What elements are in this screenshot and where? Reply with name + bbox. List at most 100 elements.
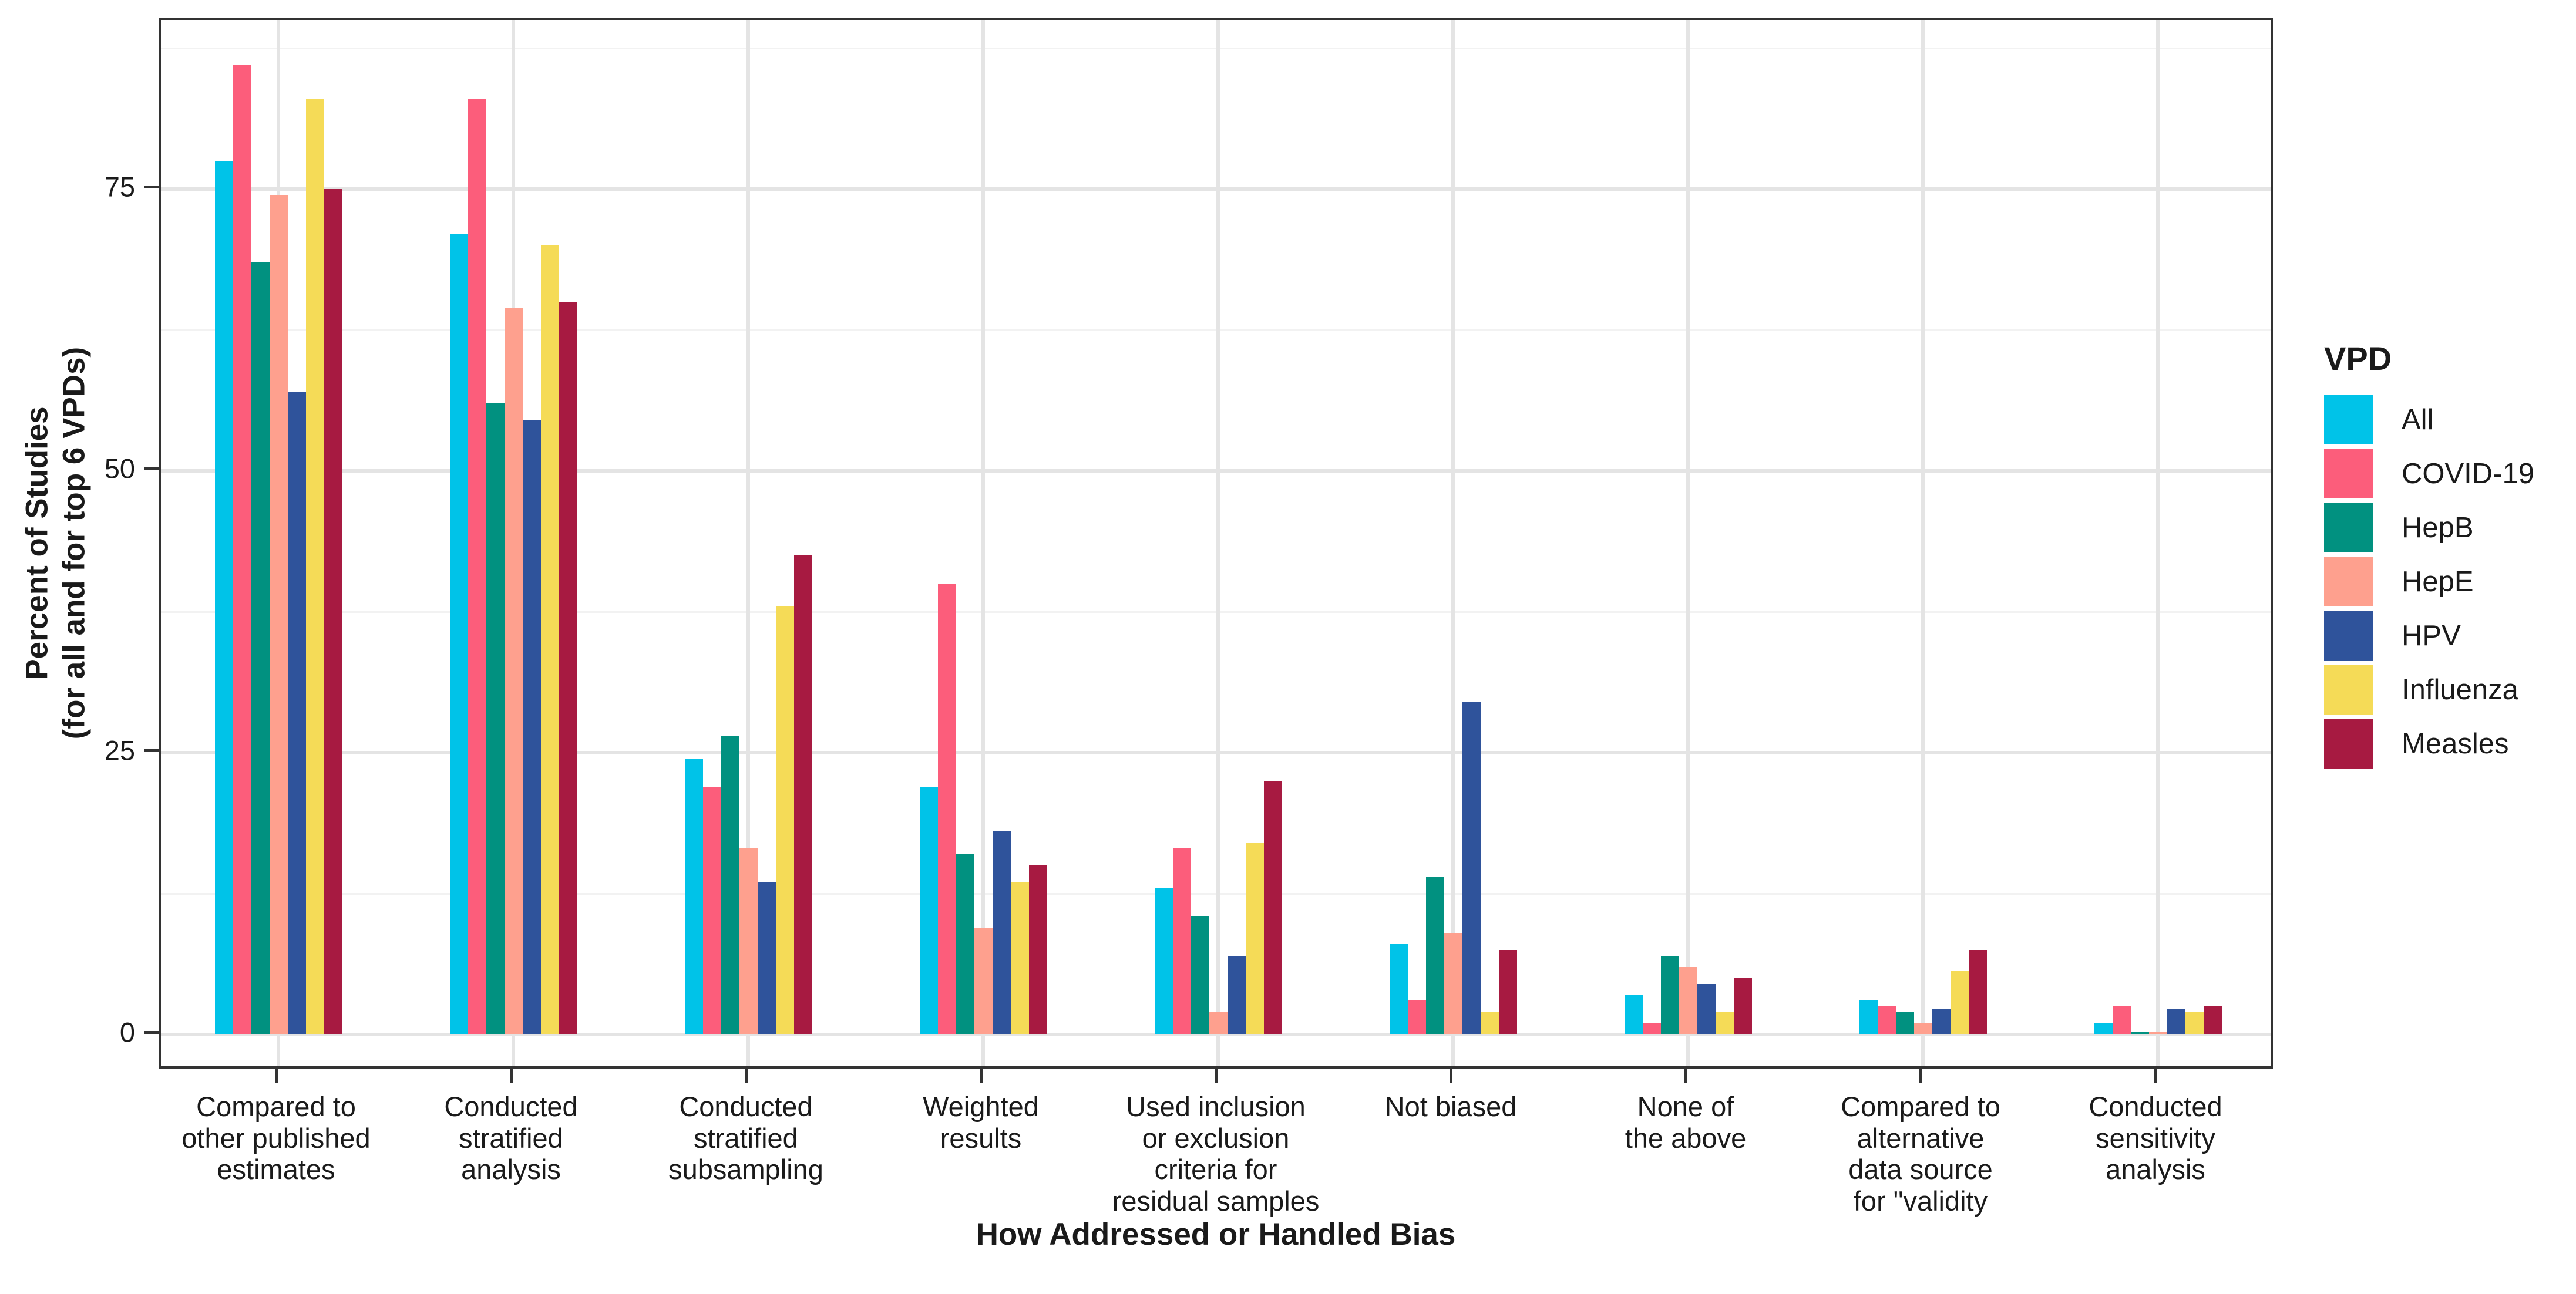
bar-All-cat1 — [450, 234, 468, 1034]
legend-key-COVID-19 — [2324, 449, 2373, 498]
gridline-major-x-2 — [746, 20, 750, 1066]
bar-Measles-cat4 — [1264, 781, 1282, 1034]
bar-HPV-cat7 — [1932, 1009, 1951, 1034]
bar-All-cat6 — [1625, 995, 1643, 1034]
y-axis-title: Percent of Studies (for all and for top 6… — [19, 346, 91, 740]
bar-Measles-cat1 — [559, 302, 577, 1034]
bar-Influenza-cat1 — [541, 245, 559, 1034]
bar-HPV-cat4 — [1228, 956, 1246, 1034]
y-tick-label-75: 75 — [104, 171, 135, 203]
gridline-major-x-7 — [1921, 20, 1925, 1066]
legend-label-Measles: Measles — [2402, 728, 2509, 760]
bar-COVID-19-cat2 — [703, 787, 721, 1034]
bar-Measles-cat0 — [324, 189, 342, 1034]
bar-COVID-19-cat7 — [1878, 1006, 1896, 1034]
bar-COVID-19-cat1 — [468, 99, 486, 1034]
x-tick-8 — [2154, 1069, 2157, 1083]
gridline-major-y-75 — [161, 187, 2271, 191]
legend-label-HPV: HPV — [2402, 620, 2461, 652]
bar-Influenza-cat4 — [1246, 843, 1264, 1034]
bar-HepE-cat6 — [1679, 967, 1697, 1034]
legend-key-HepE — [2324, 557, 2373, 606]
bar-All-cat8 — [2094, 1023, 2113, 1034]
x-category-label-7: Compared to alternative data source for "va… — [1841, 1091, 2000, 1217]
bar-HPV-cat5 — [1462, 702, 1481, 1034]
bar-HPV-cat1 — [523, 420, 541, 1034]
bar-Influenza-cat0 — [306, 99, 324, 1034]
bar-Influenza-cat8 — [2185, 1012, 2204, 1034]
bar-Influenza-cat7 — [1951, 971, 1969, 1034]
bar-COVID-19-cat4 — [1173, 848, 1191, 1034]
gridline-major-x-6 — [1686, 20, 1690, 1066]
x-category-label-8: Conducted sensitivity analysis — [2089, 1091, 2222, 1185]
bar-COVID-19-cat6 — [1643, 1023, 1661, 1034]
bar-Measles-cat5 — [1499, 950, 1517, 1034]
bar-COVID-19-cat3 — [938, 584, 956, 1034]
bar-HepB-cat4 — [1191, 916, 1209, 1034]
legend-title: VPD — [2324, 340, 2392, 377]
legend-label-HepE: HepE — [2402, 566, 2474, 598]
bar-All-cat4 — [1155, 888, 1173, 1034]
bar-Influenza-cat5 — [1481, 1012, 1499, 1034]
legend-key-All — [2324, 395, 2373, 444]
x-tick-4 — [1215, 1069, 1218, 1083]
bar-HPV-cat2 — [758, 882, 776, 1034]
x-category-label-1: Conducted stratified analysis — [444, 1091, 578, 1185]
x-axis-title: How Addressed or Handled Bias — [976, 1217, 1456, 1252]
bar-Measles-cat6 — [1734, 978, 1752, 1034]
bar-All-cat3 — [920, 787, 938, 1034]
bar-Measles-cat2 — [794, 555, 812, 1034]
y-tick-label-0: 0 — [119, 1016, 135, 1048]
x-tick-5 — [1450, 1069, 1452, 1083]
bar-All-cat7 — [1859, 1000, 1878, 1034]
bar-HepE-cat8 — [2149, 1032, 2167, 1034]
y-tick-75 — [144, 186, 159, 188]
bar-COVID-19-cat0 — [233, 65, 251, 1034]
chart-panel — [159, 18, 2273, 1069]
bar-HepB-cat0 — [251, 262, 270, 1034]
x-tick-2 — [745, 1069, 748, 1083]
gridline-minor-y-37.5 — [161, 611, 2271, 613]
x-category-label-3: Weighted results — [923, 1091, 1039, 1154]
legend-key-HepB — [2324, 503, 2373, 552]
gridline-minor-y-12.5 — [161, 893, 2271, 895]
x-tick-6 — [1684, 1069, 1687, 1083]
x-category-label-0: Compared to other published estimates — [181, 1091, 371, 1185]
bar-Influenza-cat3 — [1011, 882, 1029, 1034]
bar-HepE-cat4 — [1209, 1012, 1228, 1034]
y-tick-label-50: 50 — [104, 453, 135, 484]
bar-Measles-cat7 — [1969, 950, 1987, 1034]
gridline-major-y-50 — [161, 469, 2271, 473]
bar-Measles-cat8 — [2204, 1006, 2222, 1034]
gridline-major-x-5 — [1451, 20, 1455, 1066]
gridline-minor-y-87.5 — [161, 48, 2271, 49]
bar-All-cat5 — [1390, 944, 1408, 1034]
bar-HepE-cat3 — [974, 928, 993, 1034]
bar-HepE-cat7 — [1914, 1023, 1932, 1034]
bar-HepB-cat1 — [486, 403, 505, 1034]
y-tick-label-25: 25 — [104, 734, 135, 766]
bar-HepB-cat7 — [1896, 1012, 1914, 1034]
bar-HepB-cat8 — [2131, 1032, 2149, 1034]
x-tick-0 — [275, 1069, 278, 1083]
y-tick-50 — [144, 467, 159, 470]
bar-All-cat0 — [215, 161, 233, 1034]
bar-HPV-cat8 — [2167, 1009, 2185, 1034]
bar-COVID-19-cat8 — [2113, 1006, 2131, 1034]
x-tick-3 — [980, 1069, 983, 1083]
x-category-label-6: None of the above — [1625, 1091, 1747, 1154]
bar-Influenza-cat6 — [1716, 1012, 1734, 1034]
legend-label-Influenza: Influenza — [2402, 674, 2518, 706]
bar-HepB-cat3 — [956, 854, 974, 1034]
x-category-label-2: Conducted stratified subsampling — [668, 1091, 823, 1185]
x-tick-1 — [510, 1069, 513, 1083]
bar-COVID-19-cat5 — [1408, 1000, 1426, 1034]
bar-HPV-cat3 — [993, 831, 1011, 1034]
bar-HepB-cat6 — [1661, 956, 1679, 1034]
bar-HepE-cat2 — [739, 848, 758, 1034]
legend-key-Measles — [2324, 719, 2373, 769]
x-category-label-4: Used inclusion or exclusion criteria for re… — [1112, 1091, 1320, 1217]
bar-HepE-cat5 — [1444, 933, 1462, 1034]
legend-key-HPV — [2324, 611, 2373, 661]
